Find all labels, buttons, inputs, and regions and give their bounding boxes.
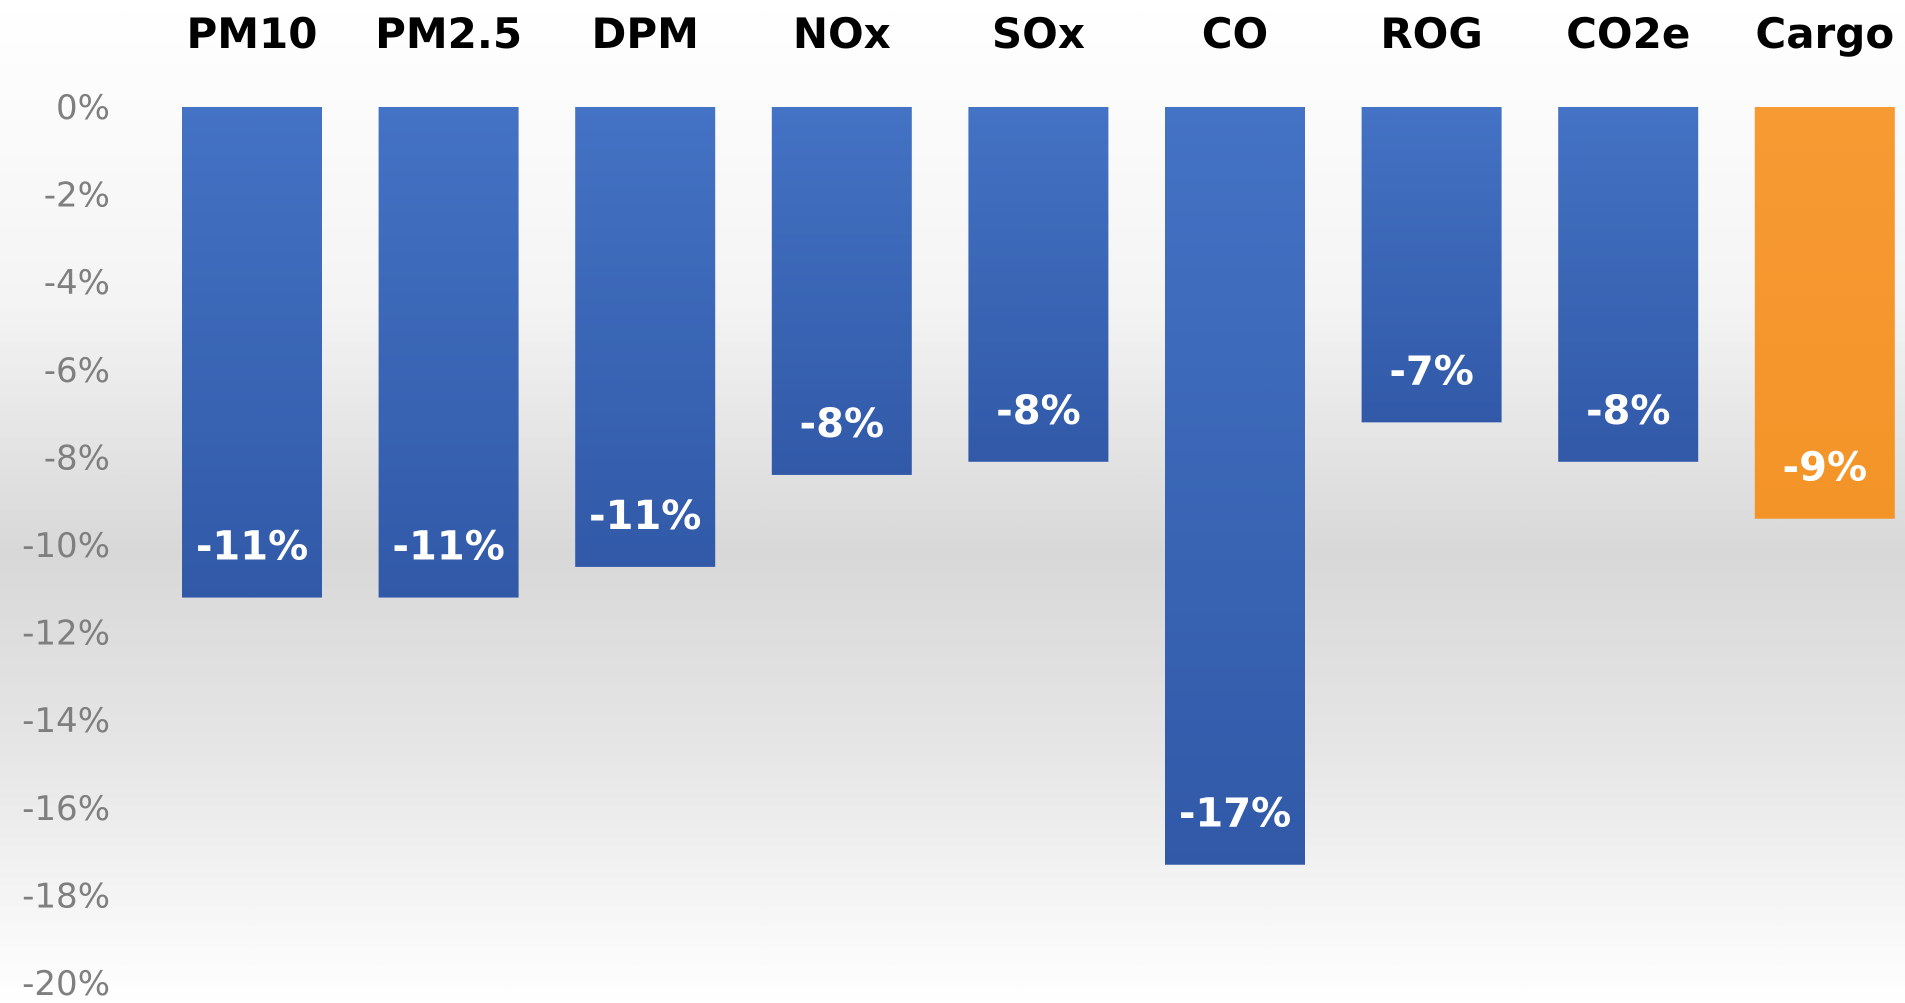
y-tick-label: -6%: [44, 351, 110, 391]
bar: [1754, 107, 1895, 519]
data-label: -8%: [800, 401, 885, 447]
bar: [575, 107, 716, 567]
y-tick-label: -10%: [22, 526, 110, 566]
y-tick-label: -20%: [22, 964, 110, 1003]
bar: [968, 107, 1109, 462]
y-axis: 0% -2% -4% -6% -8% -10% -12% -14% -16% -18% -20%: [22, 88, 110, 1003]
bar: [1361, 107, 1502, 423]
y-tick-label: -4%: [44, 263, 110, 303]
y-tick-label: -16%: [22, 789, 110, 829]
category-label: NOx: [793, 9, 891, 58]
y-tick-label: 0%: [56, 88, 110, 128]
data-label: -7%: [1389, 348, 1474, 394]
data-label: -8%: [996, 388, 1081, 434]
data-label: -8%: [1586, 388, 1671, 434]
y-tick-label: -2%: [44, 176, 110, 216]
bars: [182, 107, 1895, 865]
category-label: DPM: [591, 9, 698, 58]
category-label: CO: [1202, 9, 1269, 58]
data-label: -11%: [392, 524, 504, 570]
data-labels: -11% -11% -11% -8% -8% -17% -7% -8% -9%: [196, 348, 1867, 836]
data-label: -17%: [1179, 791, 1291, 837]
y-tick-label: -14%: [22, 701, 110, 741]
category-label: ROG: [1380, 9, 1483, 58]
data-label: -9%: [1783, 445, 1868, 491]
category-label: SOx: [992, 9, 1085, 58]
y-tick-label: -8%: [44, 438, 110, 478]
category-label: CO2e: [1566, 9, 1690, 58]
data-label: -11%: [196, 524, 308, 570]
y-tick-label: -12%: [22, 614, 110, 654]
y-tick-label: -18%: [22, 876, 110, 916]
category-label: PM2.5: [375, 9, 522, 58]
category-label: Cargo: [1755, 9, 1894, 58]
x-axis: PM10 PM2.5 DPM NOx SOx CO ROG CO2e Cargo: [186, 9, 1894, 58]
data-label: -11%: [589, 493, 701, 539]
bar: [1558, 107, 1699, 462]
bar: [378, 107, 519, 598]
bar: [1165, 107, 1305, 865]
category-label: PM10: [186, 9, 317, 58]
bar: [182, 107, 322, 598]
bar: [771, 107, 912, 475]
